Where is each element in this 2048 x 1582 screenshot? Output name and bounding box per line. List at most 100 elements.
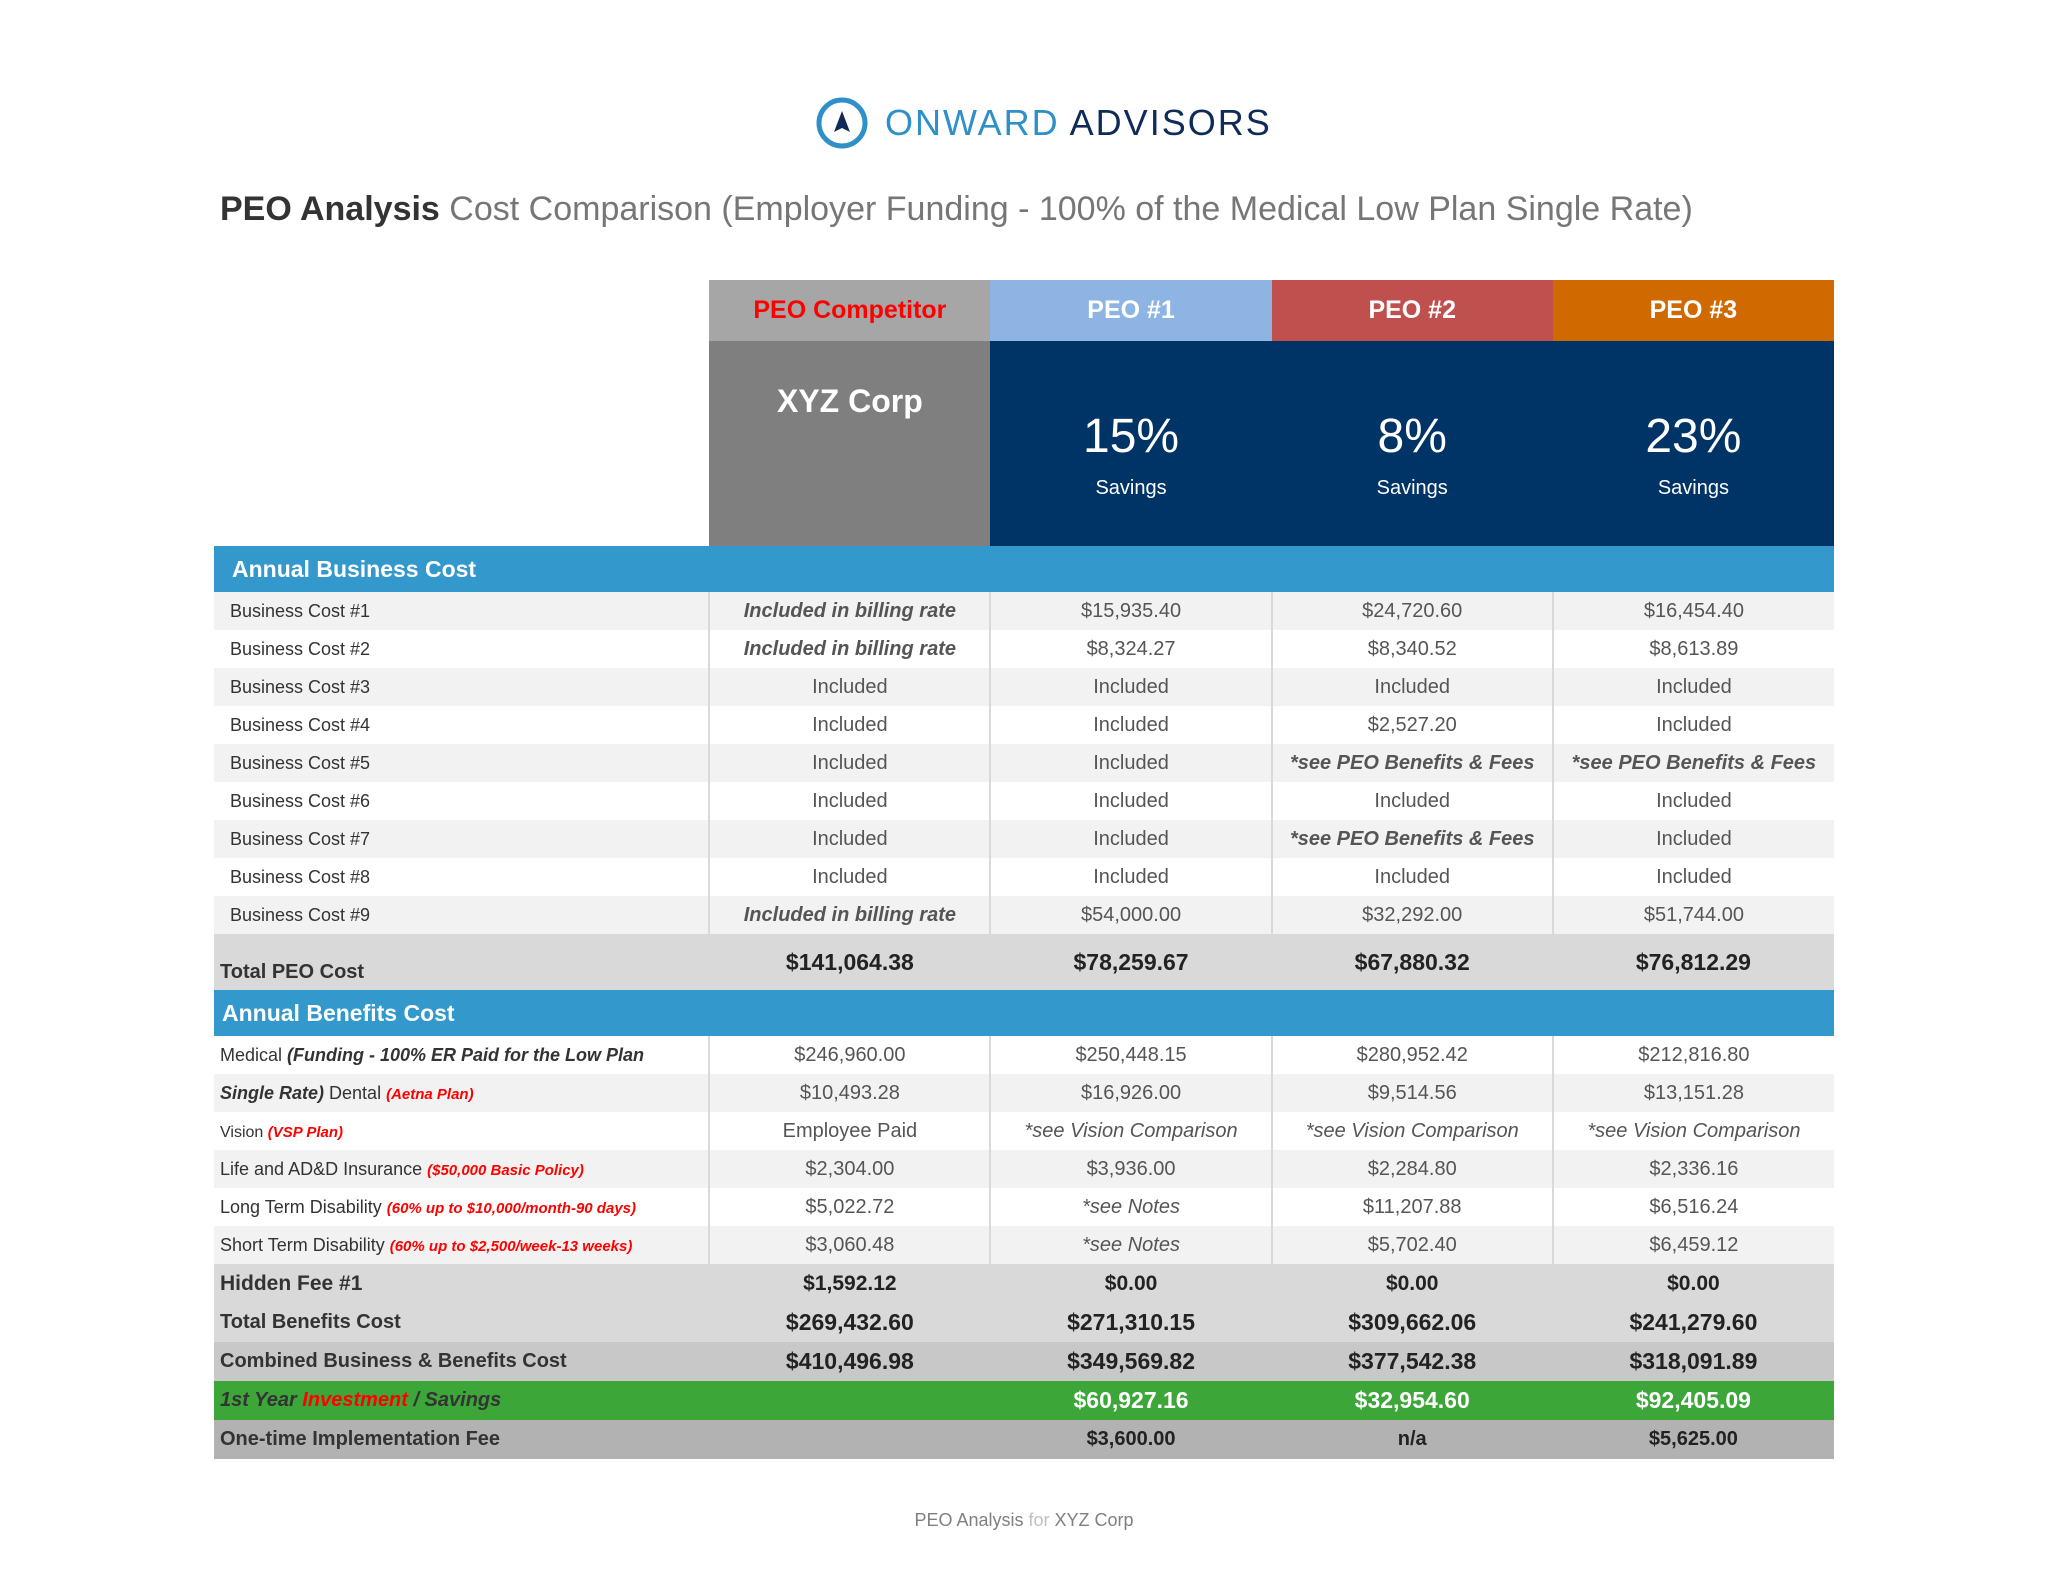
cell-peo2: $9,514.56 [1271,1074,1554,1112]
header-blank [214,280,710,341]
row-label: Business Cost #2 [214,630,711,668]
title-bold: PEO Analysis [220,190,440,228]
row-label: Vision (VSP Plan) [214,1112,711,1150]
cell-peo1: Included [990,706,1273,744]
cell-competitor: $5,022.72 [709,1188,992,1226]
cell-peo2: $5,702.40 [1271,1226,1554,1264]
row-label: Business Cost #8 [214,858,711,896]
row-label: Business Cost #1 [214,592,711,630]
cell-peo3: $6,516.24 [1552,1188,1834,1226]
peo2-savings-percent: 8% [1377,410,1447,463]
implementation-peo2: n/a [1271,1420,1553,1459]
header-peo3: PEO #3 [1552,280,1834,341]
page-title: PEO Analysis Cost Comparison (Employer F… [220,190,1693,229]
combined-peo1: $349,569.82 [990,1342,1272,1381]
cell-peo1: Included [990,820,1273,858]
cell-peo3: $212,816.80 [1552,1036,1834,1074]
hidden-fee-peo3: $0.00 [1552,1264,1834,1303]
table-row: Business Cost #7 Included Included *see … [214,820,1834,858]
peo3-savings: 23% Savings [1552,341,1834,546]
cell-peo2: $2,284.80 [1271,1150,1554,1188]
first-year-savings-label: 1st Year Investment / Savings [214,1381,710,1420]
table-row: Short Term Disability (60% up to $2,500/… [214,1226,1834,1264]
cell-peo3: $13,151.28 [1552,1074,1834,1112]
cell-peo1: Included [990,858,1273,896]
title-rest: Cost Comparison (Employer Funding - 100%… [449,190,1693,228]
cell-peo3: Included [1552,858,1834,896]
cell-peo3: $6,459.12 [1552,1226,1834,1264]
peo1-savings-percent: 15% [1083,410,1180,463]
hidden-fee-row: Hidden Fee #1 $1,592.12 $0.00 $0.00 $0.0… [214,1264,1834,1303]
table-row: Vision (VSP Plan) Employee Paid *see Vis… [214,1112,1834,1150]
cell-peo1: *see Vision Comparison [990,1112,1273,1150]
cell-peo2: $280,952.42 [1271,1036,1554,1074]
cell-peo2: $32,292.00 [1271,896,1554,934]
peo3-savings-percent: 23% [1645,410,1742,463]
table-row: Business Cost #1 Included in billing rat… [214,592,1834,630]
implementation-competitor [709,1420,991,1459]
implementation-peo3: $5,625.00 [1552,1420,1834,1459]
total-peo-cost-row: Total PEO Cost $141,064.38 $78,259.67 $6… [214,934,1834,990]
cell-peo3: *see PEO Benefits & Fees [1552,744,1834,782]
cell-peo1: Included [990,668,1273,706]
cell-peo1: *see Notes [990,1188,1273,1226]
cell-peo1: $3,936.00 [990,1150,1273,1188]
compass-arrow-icon [816,97,868,149]
total-peo1: $78,259.67 [990,934,1272,990]
table-row: Business Cost #3 Included Included Inclu… [214,668,1834,706]
total-benefits-competitor: $269,432.60 [709,1303,991,1342]
hidden-fee-peo1: $0.00 [990,1264,1272,1303]
cell-peo1: $8,324.27 [990,630,1273,668]
cell-competitor: Included [709,706,992,744]
table-row: Business Cost #6 Included Included Inclu… [214,782,1834,820]
cell-peo2: $11,207.88 [1271,1188,1554,1226]
savings-peo3: $92,405.09 [1552,1381,1834,1420]
cell-peo2: Included [1271,858,1554,896]
total-benefits-peo2: $309,662.06 [1271,1303,1553,1342]
header-peo2: PEO #2 [1271,280,1553,341]
implementation-peo1: $3,600.00 [990,1420,1272,1459]
section-title-business: Annual Business Cost [214,546,1834,592]
header-competitor: PEO Competitor [709,280,991,341]
cell-peo1: $16,926.00 [990,1074,1273,1112]
total-benefits-row: Total Benefits Cost $269,432.60 $271,310… [214,1303,1834,1342]
hidden-fee-label: Hidden Fee #1 [214,1264,710,1303]
row-label: Business Cost #6 [214,782,711,820]
table-row: Business Cost #5 Included Included *see … [214,744,1834,782]
table-row: Long Term Disability (60% up to $10,000/… [214,1188,1834,1226]
hidden-fee-peo2: $0.00 [1271,1264,1553,1303]
cell-competitor: Included [709,858,992,896]
section-header-benefits: Annual Benefits Cost [214,990,1834,1036]
cell-peo1: $250,448.15 [990,1036,1273,1074]
savings-competitor [709,1381,991,1420]
cell-peo3: Included [1552,706,1834,744]
table-row: Business Cost #2 Included in billing rat… [214,630,1834,668]
cell-competitor: Included in billing rate [709,592,992,630]
peo2-savings: 8% Savings [1271,341,1553,546]
cell-peo2: Included [1271,782,1554,820]
hidden-fee-competitor: $1,592.12 [709,1264,991,1303]
section-title-benefits: Annual Benefits Cost [214,990,1834,1036]
combined-peo2: $377,542.38 [1271,1342,1553,1381]
row-label: Medical (Funding - 100% ER Paid for the … [214,1036,711,1074]
total-benefits-peo3: $241,279.60 [1552,1303,1834,1342]
cell-peo2: $24,720.60 [1271,592,1554,630]
table-row: Single Rate) Dental (Aetna Plan) $10,493… [214,1074,1834,1112]
cell-competitor: Included [709,744,992,782]
cell-competitor: $3,060.48 [709,1226,992,1264]
peo2-savings-label: Savings [1376,477,1448,499]
cell-competitor: Included [709,668,992,706]
implementation-fee-row: One-time Implementation Fee $3,600.00 n/… [214,1420,1834,1459]
combined-cost-label: Combined Business & Benefits Cost [214,1342,710,1381]
cell-peo2: *see PEO Benefits & Fees [1271,820,1554,858]
cell-peo2: $8,340.52 [1271,630,1554,668]
cost-comparison-table: PEO Competitor PEO #1 PEO #2 PEO #3 XYZ … [214,280,1834,1459]
total-benefits-peo1: $271,310.15 [990,1303,1272,1342]
row-label: Business Cost #3 [214,668,711,706]
cell-peo3: $2,336.16 [1552,1150,1834,1188]
cell-competitor: Included in billing rate [709,630,992,668]
row-label: Business Cost #5 [214,744,711,782]
cell-peo1: *see Notes [990,1226,1273,1264]
peo1-savings-label: Savings [1095,477,1167,499]
row-label: Long Term Disability (60% up to $10,000/… [214,1188,711,1226]
